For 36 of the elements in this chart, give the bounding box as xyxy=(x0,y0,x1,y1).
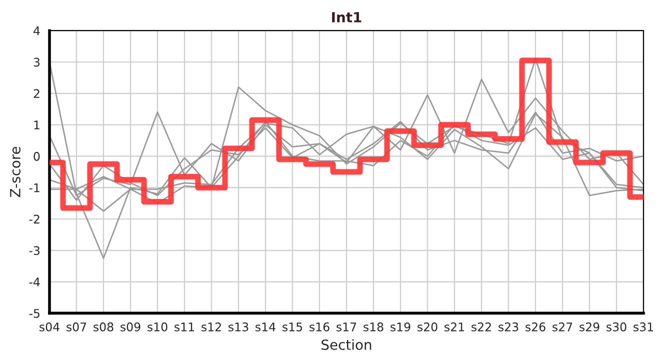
x-tick-label: s20 xyxy=(418,322,438,332)
x-tick-label: s10 xyxy=(148,322,168,332)
x-tick-label: s12 xyxy=(202,322,221,332)
y-tick-label: -1 xyxy=(29,183,40,192)
x-tick-label: s21 xyxy=(444,322,464,332)
x-tick-label: s29 xyxy=(580,322,600,332)
x-tick-label: s17 xyxy=(336,322,356,332)
x-tick-label: s09 xyxy=(120,322,140,332)
x-tick-label: s18 xyxy=(364,322,384,332)
x-tick-label: s13 xyxy=(228,322,248,332)
x-tick-label: s08 xyxy=(94,322,114,332)
x-tick-label: s26 xyxy=(526,322,546,332)
x-tick-label: s16 xyxy=(310,322,330,332)
y-tick-label: 2 xyxy=(34,89,40,98)
x-tick-label: s14 xyxy=(256,322,276,332)
y-tick-label: -3 xyxy=(29,246,40,256)
chart-title: Int1 xyxy=(332,12,362,22)
y-tick-label: -4 xyxy=(29,278,40,286)
x-axis-title: Section xyxy=(322,339,372,350)
y-axis-title: Z-score xyxy=(10,146,20,198)
y-tick-label: 4 xyxy=(34,26,40,36)
x-tick-label: s30 xyxy=(606,322,626,332)
x-tick-label: s23 xyxy=(498,322,518,332)
x-tick-label: s15 xyxy=(282,322,302,332)
x-tick-label: s07 xyxy=(66,322,86,332)
y-tick-label: 3 xyxy=(34,58,40,67)
y-tick-label: 1 xyxy=(34,120,40,130)
x-tick-label: s19 xyxy=(390,322,410,332)
y-tick-label: -5 xyxy=(29,309,40,318)
x-tick-label: s11 xyxy=(174,322,194,332)
x-tick-label: s04 xyxy=(40,322,60,332)
y-tick-label: 0 xyxy=(34,152,40,161)
y-tick-label: -2 xyxy=(29,214,40,224)
x-tick-label: s27 xyxy=(552,322,572,332)
x-tick-label: s22 xyxy=(472,322,491,332)
x-tick-label: s31 xyxy=(634,322,653,332)
